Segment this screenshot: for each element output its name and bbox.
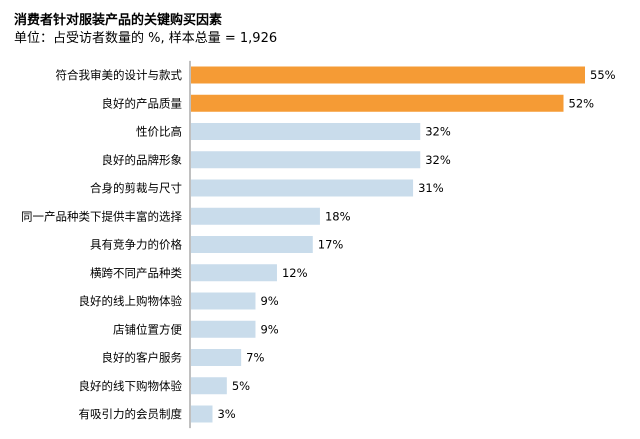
category-label: 合身的剪裁与尺寸 — [90, 181, 182, 195]
bar — [191, 320, 256, 338]
value-label: 9% — [260, 322, 278, 336]
category-label: 良好的客户服务 — [102, 351, 183, 365]
chart-subtitle: 单位：占受访者数量的 %, 样本总量 = 1,926 — [14, 31, 278, 46]
bar — [191, 207, 320, 225]
bar — [191, 405, 213, 423]
chart-title: 消费者针对服装产品的关键购买因素 — [14, 13, 223, 28]
value-label: 52% — [569, 96, 595, 110]
value-label: 18% — [325, 209, 351, 223]
category-label: 良好的品牌形象 — [102, 153, 183, 167]
value-label: 7% — [246, 351, 264, 365]
value-label: 12% — [282, 266, 308, 280]
category-label: 有吸引力的会员制度 — [79, 407, 183, 421]
value-label: 32% — [425, 125, 451, 139]
bar — [191, 179, 414, 197]
category-label: 良好的线上购物体验 — [79, 294, 183, 308]
bar — [191, 292, 256, 310]
bar — [191, 377, 227, 395]
bar — [191, 236, 313, 253]
bar — [191, 264, 277, 282]
value-label: 31% — [418, 181, 444, 195]
category-label: 符合我审美的设计与款式 — [56, 68, 183, 82]
value-label: 9% — [260, 294, 278, 308]
bar-group: 符合我审美的设计与款式 55% 良好的产品质量 52% 性价比高 32% 良好的品牌形象 32… — [21, 66, 616, 423]
value-label: 3% — [217, 407, 235, 421]
category-label: 店铺位置方便 — [113, 322, 182, 336]
category-label: 横跨不同产品种类 — [90, 266, 182, 280]
category-label: 良好的线下购物体验 — [79, 379, 183, 393]
value-label: 5% — [232, 379, 250, 393]
bar — [191, 123, 421, 140]
bar — [191, 94, 564, 112]
category-label: 具有竞争力的价格 — [90, 238, 182, 252]
bar — [191, 349, 242, 366]
category-label: 性价比高 — [136, 125, 182, 139]
category-label: 良好的产品质量 — [102, 96, 183, 110]
bar — [191, 151, 421, 169]
value-label: 17% — [318, 238, 344, 252]
value-label: 55% — [590, 68, 616, 82]
bar — [191, 66, 585, 84]
category-label: 同一产品种类下提供丰富的选择 — [21, 209, 182, 223]
value-label: 32% — [425, 153, 451, 167]
